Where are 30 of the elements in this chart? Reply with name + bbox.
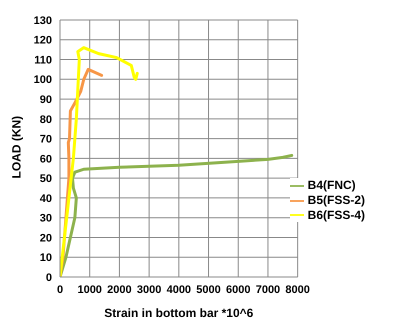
y-tick-label: 60 [40,153,52,166]
legend-label: B4(FNC) [308,178,356,192]
x-tick-label: 2000 [107,284,132,296]
y-tick-label: 90 [40,94,52,106]
y-tick-label: 50 [40,173,52,186]
y-tick-label: 130 [34,14,52,27]
x-tick-label: 8000 [285,284,310,296]
y-tick-label: 40 [40,192,52,205]
y-tick-label: 110 [34,54,52,66]
y-tick-label: 10 [40,252,52,264]
legend-label: B5(FSS-2) [308,192,365,207]
y-tick-label: 0 [46,272,52,284]
x-tick-label: 7000 [256,284,280,296]
y-tick-label: 30 [40,212,52,225]
legend-label: B6(FSS-4) [308,208,365,222]
x-tick-label: 0 [56,284,64,296]
y-tick-label: 20 [40,232,52,244]
y-tick-label: 70 [40,134,52,146]
y-tick-label: 80 [40,114,52,126]
y-tick-label: 120 [34,34,52,47]
line-series [60,154,294,277]
x-tick-label: 3000 [136,284,162,296]
x-tick-label: 1000 [77,284,102,296]
x-tick-label: 6000 [226,284,250,296]
y-axis-title: LOAD (KN) [9,116,24,178]
x-axis-title: Strain in bottom bar *10^6 [104,306,254,320]
y-tick-label: 100 [34,74,52,86]
x-tick-label: 5000 [196,284,221,296]
line-series [60,46,139,277]
x-tick-label: 4000 [166,284,192,296]
